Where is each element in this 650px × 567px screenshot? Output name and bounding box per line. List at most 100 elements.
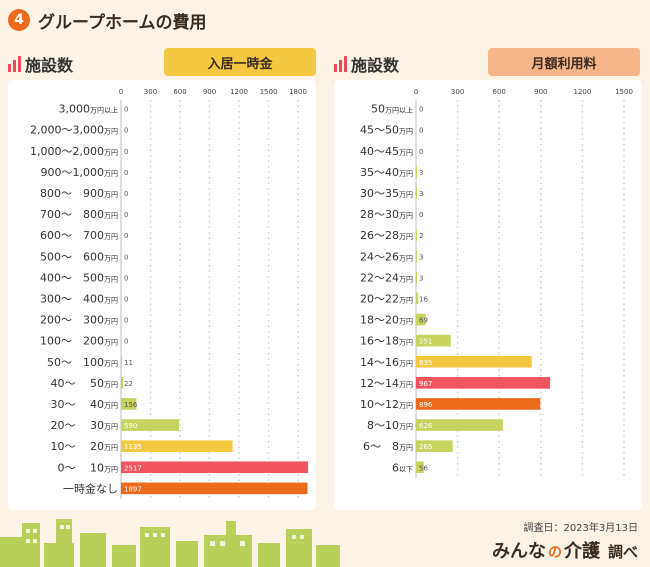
panel-title: 施設数 [351, 56, 400, 75]
category-label: 900〜1,000万円 [41, 166, 119, 179]
category-label: 45〜50万円 [360, 124, 413, 137]
category-label: 6以下 [392, 461, 413, 474]
bar [416, 377, 551, 389]
data-label: 69 [419, 317, 428, 325]
data-label: 2 [419, 232, 423, 240]
bar [416, 250, 417, 263]
category-label: 20〜 30万円 [51, 419, 119, 432]
category-label: 18〜20万円 [360, 314, 413, 327]
category-label: 26〜28万円 [360, 229, 413, 242]
data-label: 0 [124, 274, 128, 282]
category-label: 24〜26万円 [360, 250, 413, 263]
brand-logo: みんなの介護 調べ [492, 537, 638, 563]
right-panel-header: 施設数 月額利用料 [334, 48, 642, 78]
category-label: 200〜 300万円 [40, 314, 118, 327]
section-number-badge: 4 [8, 9, 30, 31]
data-label: 1897 [124, 485, 142, 493]
category-label: 400〜 500万円 [40, 271, 118, 284]
data-label: 967 [419, 380, 432, 388]
data-label: 0 [124, 317, 128, 325]
data-label: 626 [419, 422, 433, 430]
category-label: 22〜24万円 [360, 271, 413, 284]
data-label: 156 [124, 401, 138, 409]
right-chart-panel: 0 300 600 900 1200 1500 50万円以上 0 45〜50万円 0 40〜45万円… [334, 80, 642, 510]
category-label: 100〜 200万円 [40, 335, 118, 348]
bar [121, 419, 180, 431]
bar [416, 166, 417, 178]
data-label: 0 [124, 148, 128, 156]
city-skyline-illustration [0, 519, 340, 567]
category-label: 300〜 400万円 [40, 292, 118, 305]
data-label: 251 [419, 338, 432, 346]
data-label: 11 [124, 359, 133, 367]
x-tick-label: 300 [144, 88, 157, 96]
category-label: 6〜 8万円 [363, 440, 413, 453]
bar [416, 461, 424, 474]
bar [416, 229, 417, 241]
bar [121, 440, 233, 452]
x-tick-label: 0 [119, 88, 123, 96]
bar [416, 419, 503, 431]
bar [416, 187, 417, 199]
x-tick-label: 600 [493, 88, 506, 96]
data-label: 3 [419, 190, 423, 198]
category-label: 8〜10万円 [367, 419, 413, 432]
data-label: 56 [419, 464, 428, 472]
category-label: 3,000万円以上 [59, 103, 119, 116]
data-label: 0 [419, 211, 423, 219]
category-label: 500〜 600万円 [40, 250, 118, 263]
category-label: 30〜35万円 [360, 187, 413, 200]
brand-text: みんな [491, 541, 546, 562]
category-label: 30〜 40万円 [51, 398, 119, 411]
category-label: 1,000〜2,000万円 [30, 145, 118, 158]
bar [121, 377, 124, 389]
category-label: 40〜 50万円 [51, 377, 119, 390]
data-label: 0 [419, 127, 423, 135]
bar [121, 461, 308, 474]
x-tick-label: 1200 [573, 88, 591, 96]
x-tick-label: 300 [451, 88, 464, 96]
data-label: 0 [419, 106, 423, 114]
category-label: 28〜30万円 [360, 208, 413, 221]
panel-title: 施設数 [25, 56, 74, 75]
bar [121, 398, 137, 410]
bar [416, 271, 417, 284]
category-label: 50万円以上 [371, 103, 413, 116]
bar [121, 355, 123, 368]
data-label: 2517 [124, 464, 142, 472]
data-label: 1135 [124, 443, 142, 451]
category-label: 0〜 10万円 [58, 461, 119, 474]
data-label: 835 [419, 359, 432, 367]
x-tick-label: 900 [203, 88, 216, 96]
data-label: 0 [124, 253, 128, 261]
data-label: 0 [124, 338, 128, 346]
data-label: 0 [124, 295, 128, 303]
x-tick-label: 900 [534, 88, 547, 96]
data-label: 3 [419, 274, 423, 282]
x-tick-label: 1500 [260, 88, 278, 96]
bar [416, 398, 541, 410]
category-label: 一時金なし [63, 481, 118, 495]
category-label: 10〜12万円 [360, 398, 413, 411]
category-label: 600〜 700万円 [40, 229, 118, 242]
bar [416, 355, 532, 368]
bar [416, 334, 451, 347]
category-label: 20〜22万円 [360, 292, 413, 305]
chart-title: 入居一時金 [207, 56, 273, 72]
survey-date: 調査日：2023年3月13日 [523, 523, 638, 534]
page-header: 4 グループホームの費用 [8, 6, 206, 34]
bar-chart-icon [8, 56, 21, 72]
data-label: 265 [419, 443, 432, 451]
x-tick-label: 600 [173, 88, 186, 96]
chart-title: 月額利用料 [531, 56, 597, 72]
data-label: 0 [419, 148, 423, 156]
bar [416, 292, 419, 305]
category-label: 14〜16万円 [360, 356, 413, 369]
x-tick-label: 1200 [230, 88, 248, 96]
category-label: 800〜 900万円 [40, 187, 118, 200]
bar [121, 482, 308, 495]
data-label: 0 [124, 106, 128, 114]
category-label: 10〜 20万円 [51, 440, 119, 453]
